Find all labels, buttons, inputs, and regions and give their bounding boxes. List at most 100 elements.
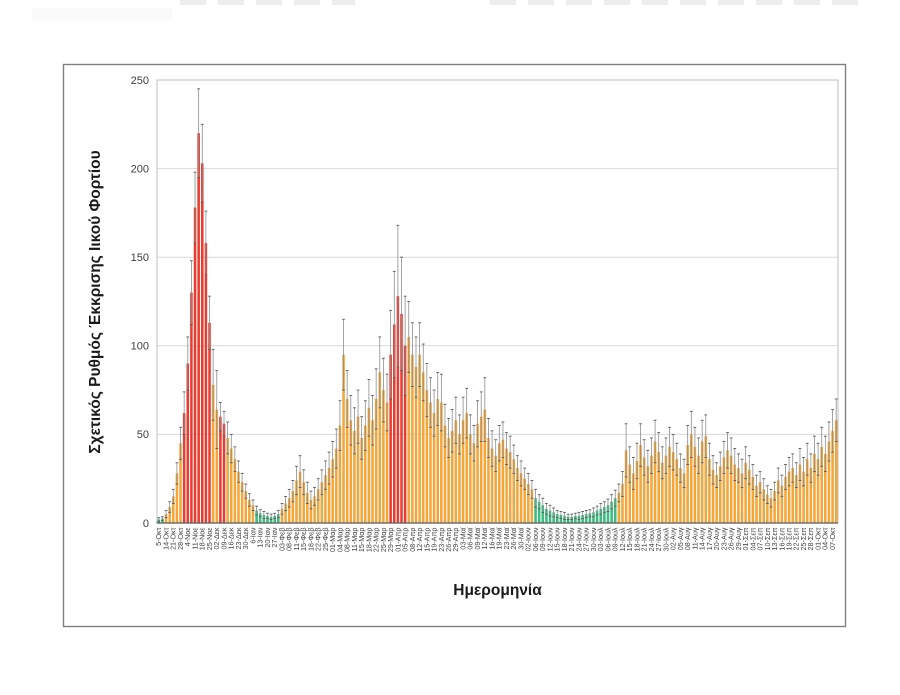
svg-text:14-Οκτ: 14-Οκτ (161, 527, 170, 550)
svg-text:08-Απρ: 08-Απρ (408, 528, 417, 552)
cropped-text-artifact (180, 0, 355, 5)
svg-text:26-Αυγ: 26-Αυγ (727, 527, 736, 550)
svg-text:03-Μαϊ: 03-Μαϊ (458, 527, 467, 550)
svg-text:01-Μαρ: 01-Μαρ (328, 528, 337, 553)
svg-text:27-Ιουλ: 27-Ιουλ (654, 527, 663, 551)
svg-text:12-Ιουν: 12-Ιουν (545, 527, 554, 551)
svg-text:12-Ιουλ: 12-Ιουλ (618, 527, 627, 551)
svg-text:04-Μαρ: 04-Μαρ (335, 528, 344, 553)
svg-text:19-Απρ: 19-Απρ (430, 528, 439, 552)
svg-text:26-Απρ: 26-Απρ (444, 528, 453, 552)
svg-text:24-Ιουν: 24-Ιουν (574, 527, 583, 551)
svg-text:09-Μαϊ: 09-Μαϊ (473, 527, 482, 550)
svg-text:18-Φεβ: 18-Φεβ (306, 528, 315, 551)
svg-text:04-Οκτ: 04-Οκτ (821, 527, 830, 550)
svg-text:23-Απρ: 23-Απρ (437, 528, 446, 552)
svg-text:03-Φεβ: 03-Φεβ (277, 528, 286, 551)
svg-text:11-Φεβ: 11-Φεβ (292, 528, 301, 551)
svg-text:15-Φεβ: 15-Φεβ (299, 528, 308, 551)
svg-text:09-Δεκ: 09-Δεκ (219, 527, 228, 549)
svg-text:08-Φεβ: 08-Φεβ (285, 528, 294, 551)
svg-text:03-Ιουλ: 03-Ιουλ (596, 527, 605, 551)
svg-text:01-Σεπ: 01-Σεπ (741, 527, 750, 550)
svg-text:25-Μαρ: 25-Μαρ (379, 528, 388, 553)
svg-text:28-Σεπ: 28-Σεπ (806, 527, 815, 550)
svg-text:08-Αυγ: 08-Αυγ (683, 527, 692, 550)
y-axis-title: Σχετικός Ρυθμός Έκκρισης Ιικού Φορτίου (87, 150, 104, 454)
svg-text:28-Οκτ: 28-Οκτ (176, 527, 185, 550)
svg-text:14-Αυγ: 14-Αυγ (698, 527, 707, 550)
cropped-text-artifact (490, 0, 870, 5)
svg-text:5-Οκτ: 5-Οκτ (154, 527, 163, 546)
cropped-text-artifact (32, 8, 172, 20)
svg-text:07-Σεπ: 07-Σεπ (756, 527, 765, 550)
svg-text:0: 0 (143, 518, 149, 530)
svg-text:22-Φεβ: 22-Φεβ (314, 528, 323, 551)
svg-text:25-Σεπ: 25-Σεπ (799, 527, 808, 550)
svg-text:21-Οκτ: 21-Οκτ (169, 527, 178, 550)
svg-text:15-Μαρ: 15-Μαρ (357, 528, 366, 553)
svg-text:29-Αυγ: 29-Αυγ (734, 527, 743, 550)
svg-text:12-Απρ: 12-Απρ (415, 528, 424, 552)
svg-text:29-Απρ: 29-Απρ (451, 528, 460, 552)
svg-text:20-Ιαν: 20-Ιαν (263, 527, 272, 548)
svg-text:29-Μαρ: 29-Μαρ (386, 528, 395, 553)
svg-text:16-Μαϊ: 16-Μαϊ (487, 527, 496, 550)
svg-text:23-Αυγ: 23-Αυγ (719, 527, 728, 550)
svg-text:13-Ιαν: 13-Ιαν (256, 527, 265, 548)
svg-text:17-Αυγ: 17-Αυγ (705, 527, 714, 550)
svg-text:24-Ιουλ: 24-Ιουλ (647, 527, 656, 551)
x-axis-title: Ημερομηνία (453, 582, 542, 599)
svg-text:05-Αυγ: 05-Αυγ (676, 527, 685, 550)
svg-text:07-Οκτ: 07-Οκτ (828, 527, 837, 550)
svg-text:19-Μαϊ: 19-Μαϊ (495, 527, 504, 550)
svg-text:13-Σεπ: 13-Σεπ (770, 527, 779, 550)
svg-text:15-Απρ: 15-Απρ (422, 528, 431, 552)
svg-text:6-Ιαν: 6-Ιαν (248, 527, 257, 544)
svg-text:30-Ιουλ: 30-Ιουλ (661, 527, 670, 551)
svg-text:250: 250 (131, 75, 149, 87)
svg-text:26-Μαϊ: 26-Μαϊ (509, 527, 518, 550)
svg-text:11-Μαρ: 11-Μαρ (350, 528, 359, 552)
svg-text:23-Δεκ: 23-Δεκ (234, 527, 243, 549)
svg-text:30-Μαϊ: 30-Μαϊ (516, 527, 525, 550)
svg-text:25-Νοε: 25-Νοε (205, 527, 214, 551)
svg-text:12-Μαϊ: 12-Μαϊ (480, 527, 489, 550)
svg-text:19-Σεπ: 19-Σεπ (784, 527, 793, 550)
svg-text:16-Σεπ: 16-Σεπ (777, 527, 786, 550)
svg-text:06-Μαϊ: 06-Μαϊ (466, 527, 475, 550)
svg-text:01-Απρ: 01-Απρ (393, 528, 402, 552)
svg-text:50: 50 (137, 429, 149, 441)
svg-text:01-Οκτ: 01-Οκτ (813, 527, 822, 550)
svg-text:21-Ιουν: 21-Ιουν (567, 527, 576, 551)
svg-text:30-Ιουν: 30-Ιουν (589, 527, 598, 551)
svg-text:22-Σεπ: 22-Σεπ (792, 527, 801, 550)
svg-text:23-Μαϊ: 23-Μαϊ (502, 527, 511, 550)
svg-text:30-Δεκ: 30-Δεκ (241, 527, 250, 549)
svg-text:10-Σεπ: 10-Σεπ (763, 527, 772, 550)
svg-text:150: 150 (131, 252, 149, 264)
svg-text:04-Σεπ: 04-Σεπ (748, 527, 757, 550)
svg-text:06-Ιουλ: 06-Ιουλ (603, 527, 612, 551)
svg-text:15-Ιουν: 15-Ιουν (553, 527, 562, 551)
svg-text:11-Νοε: 11-Νοε (190, 527, 199, 550)
svg-text:02-Αυγ: 02-Αυγ (669, 527, 678, 550)
svg-text:18-Νοε: 18-Νοε (198, 527, 207, 551)
svg-text:11-Αυγ: 11-Αυγ (690, 527, 699, 550)
svg-text:200: 200 (131, 163, 149, 175)
svg-text:18-Ιουλ: 18-Ιουλ (632, 527, 641, 551)
svg-text:20-Αυγ: 20-Αυγ (712, 527, 721, 550)
svg-text:25-Φεβ: 25-Φεβ (321, 528, 330, 551)
svg-text:27-Ιουν: 27-Ιουν (582, 527, 591, 551)
svg-text:06-Ιουν: 06-Ιουν (531, 527, 540, 551)
svg-text:22-Μαρ: 22-Μαρ (372, 528, 381, 553)
svg-text:09-Ιουλ: 09-Ιουλ (611, 527, 620, 551)
svg-text:4-Νοε: 4-Νοε (183, 527, 192, 547)
svg-text:15-Ιουλ: 15-Ιουλ (625, 527, 634, 551)
svg-text:18-Ιουν: 18-Ιουν (560, 527, 569, 551)
svg-text:05-Απρ: 05-Απρ (401, 528, 410, 552)
svg-text:16-Δεκ: 16-Δεκ (227, 527, 236, 549)
svg-text:21-Ιουλ: 21-Ιουλ (640, 527, 649, 551)
